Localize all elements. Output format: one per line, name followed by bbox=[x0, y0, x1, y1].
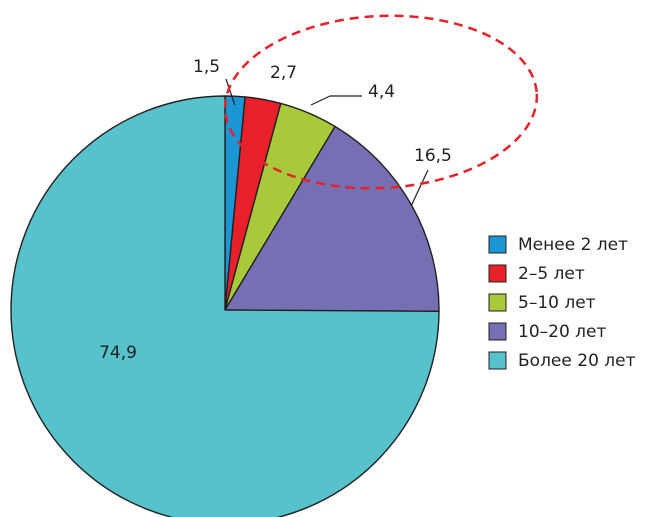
data-label: 1,5 bbox=[193, 57, 220, 77]
data-label: 2,7 bbox=[270, 63, 297, 83]
legend-label: Более 20 лет bbox=[518, 351, 636, 371]
data-label: 4,4 bbox=[368, 82, 395, 102]
leader-line bbox=[225, 78, 236, 105]
legend-label: Менее 2 лет bbox=[518, 235, 628, 255]
legend-swatch bbox=[488, 235, 507, 254]
highlight-ellipse bbox=[223, 14, 539, 190]
data-label: 16,5 bbox=[414, 146, 452, 166]
legend-swatch bbox=[488, 293, 507, 312]
pie-slice bbox=[224, 125, 440, 313]
data-label: 74,9 bbox=[99, 343, 137, 363]
legend-label: 5–10 лет bbox=[518, 293, 596, 313]
data-labels: 1,5 2,7 4,4 16,5 74,9 bbox=[99, 57, 452, 363]
leader-lines bbox=[225, 78, 429, 206]
pie-slices bbox=[10, 95, 440, 517]
legend: Менее 2 лет 2–5 лет 5–10 лет 10–20 лет Более… bbox=[488, 235, 636, 371]
leader-line bbox=[410, 169, 429, 206]
legend-swatch bbox=[488, 322, 507, 341]
legend-swatch bbox=[488, 351, 507, 370]
leader-line bbox=[310, 95, 331, 106]
legend-label: 2–5 лет bbox=[518, 264, 585, 284]
pie-slice bbox=[10, 95, 440, 517]
legend-label: 10–20 лет bbox=[518, 322, 606, 342]
legend-swatch bbox=[488, 264, 507, 283]
